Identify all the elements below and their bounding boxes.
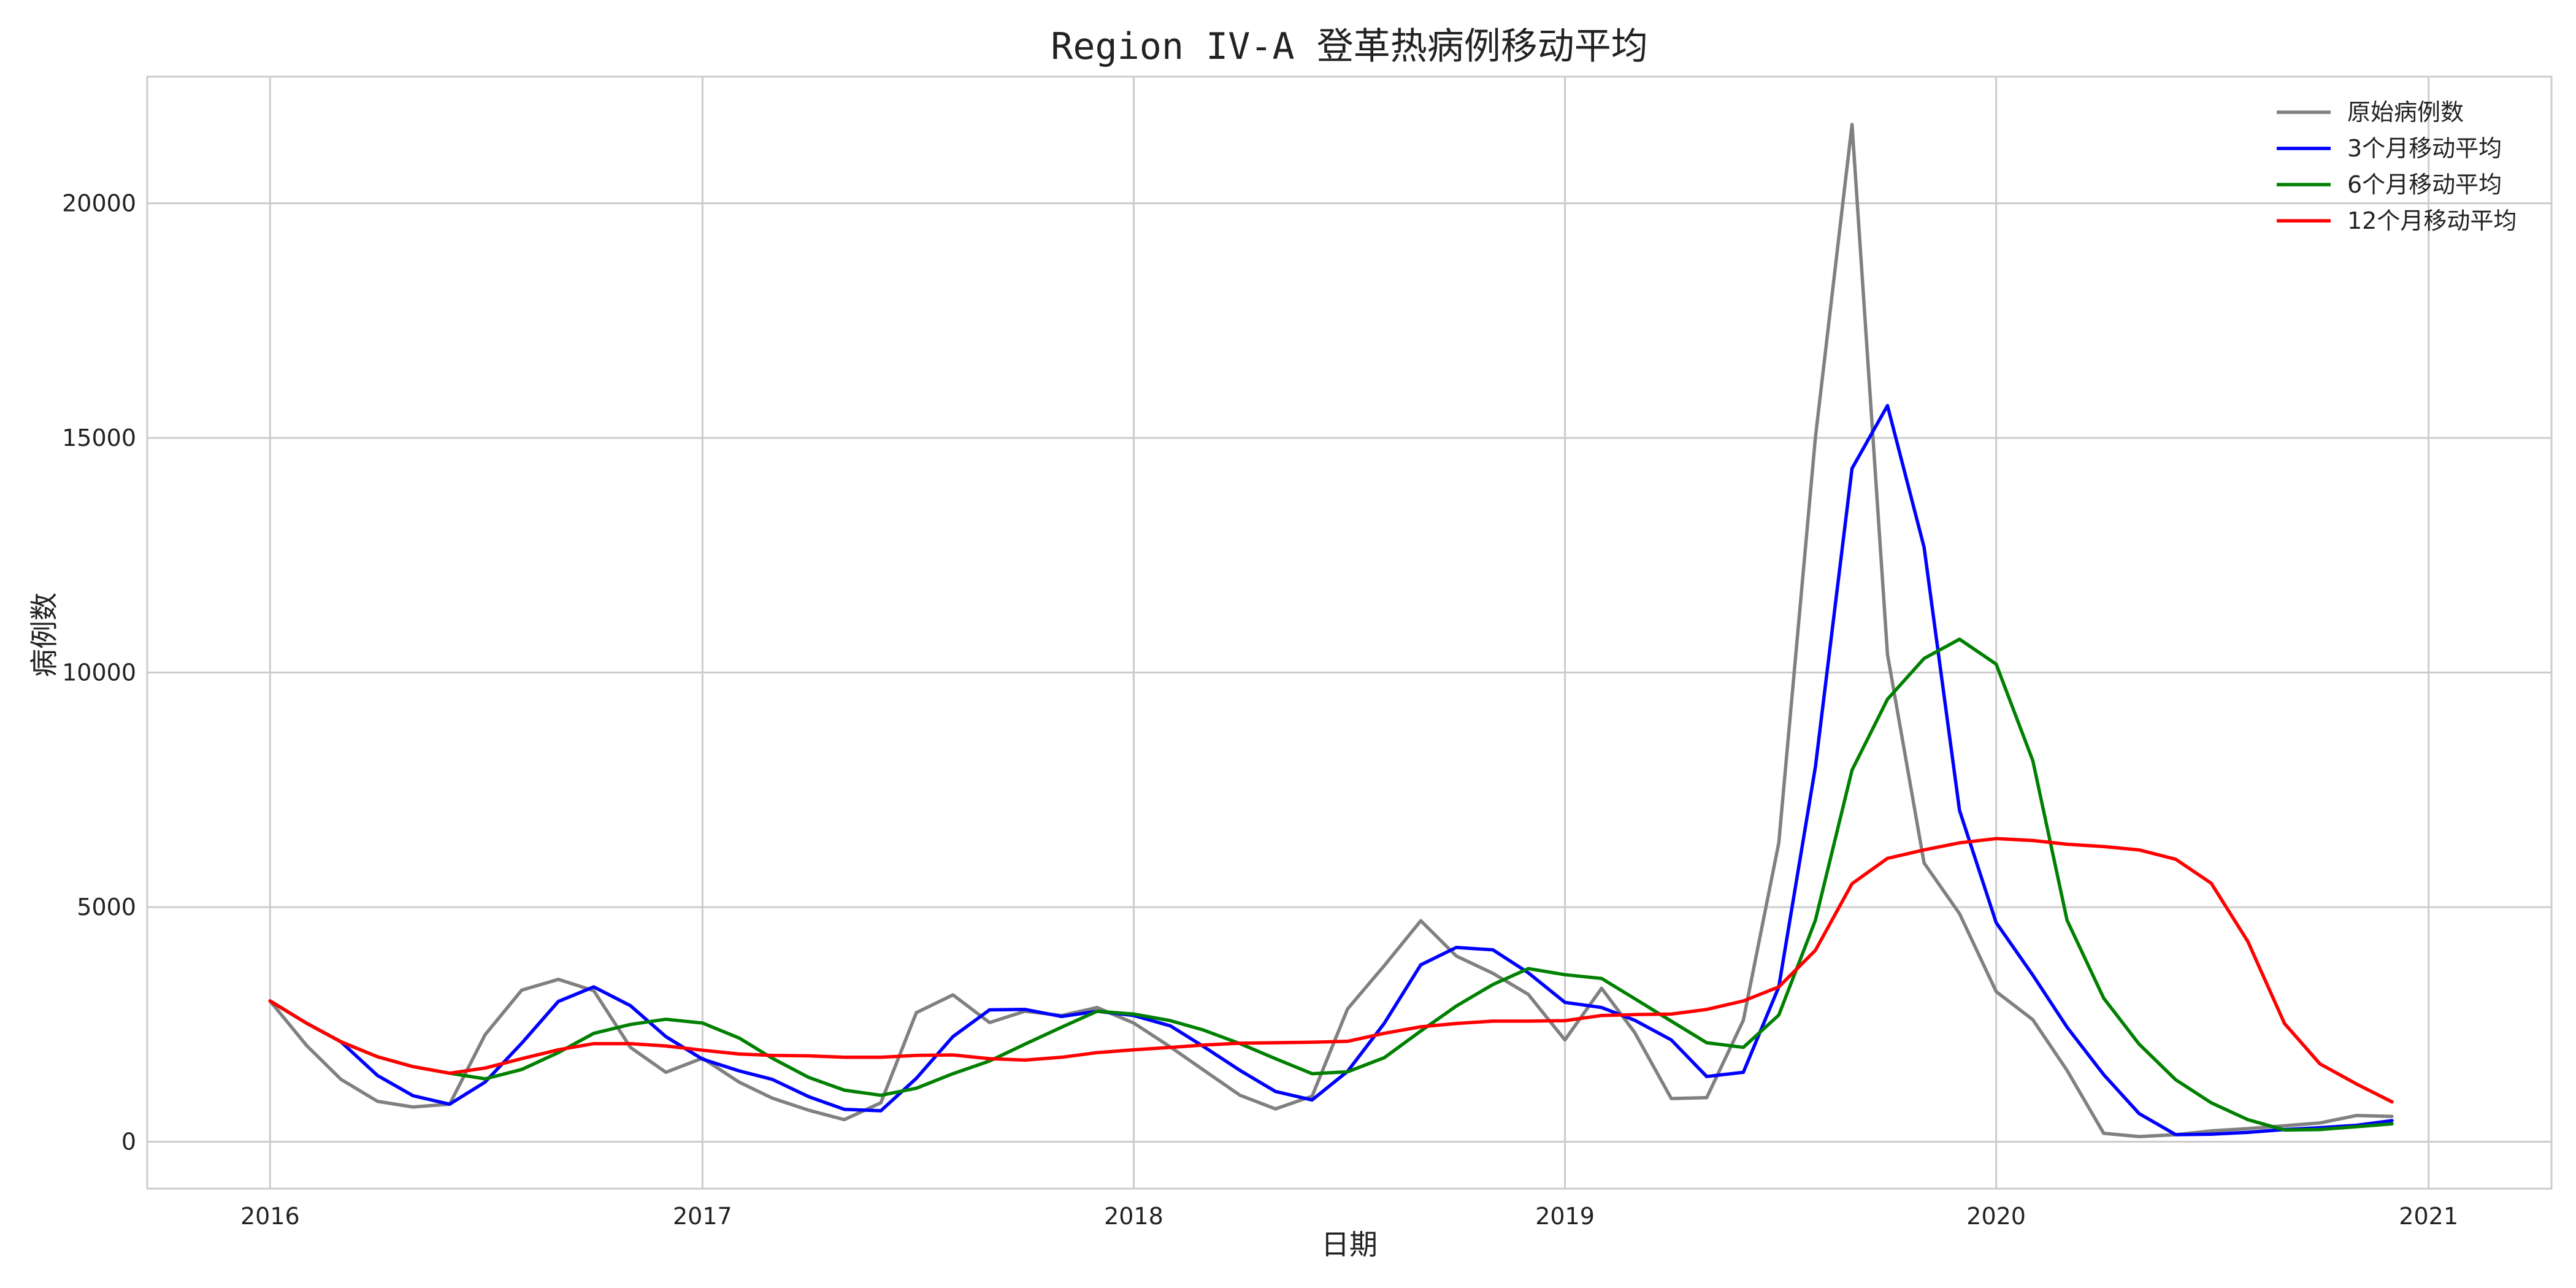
y-axis-ticks: 0 5000 10000 15000 20000 (62, 190, 136, 1156)
series-line-4 (268, 837, 2394, 1104)
x-tick-label: 2020 (1966, 1203, 2026, 1230)
y-tick-label: 0 (121, 1129, 136, 1156)
legend-label-3: 6个月移动平均 (2347, 171, 2502, 198)
series-line-3 (268, 637, 2394, 1132)
grid (147, 77, 2551, 1189)
x-tick-label: 2021 (2399, 1203, 2458, 1230)
y-tick-label: 20000 (62, 190, 136, 217)
series-lines (268, 123, 2394, 1138)
x-axis-title: 日期 (1321, 1228, 1378, 1261)
legend: 原始病例数 3个月移动平均 6个月移动平均 12个月移动平均 (2277, 99, 2517, 234)
y-tick-label: 15000 (62, 424, 136, 451)
y-axis-title: 病例数 (28, 592, 61, 677)
legend-label-1: 原始病例数 (2347, 99, 2464, 126)
legend-label-2: 3个月移动平均 (2347, 135, 2502, 162)
plot-frame (146, 75, 2553, 1190)
series-line-1 (268, 123, 2394, 1138)
legend-label-4: 12个月移动平均 (2347, 207, 2517, 234)
x-tick-label: 2017 (673, 1203, 732, 1230)
chart-title: Region IV-A 登革热病例移动平均 (1051, 25, 1647, 68)
y-tick-label: 10000 (62, 659, 136, 686)
x-tick-label: 2016 (240, 1203, 300, 1230)
x-tick-label: 2018 (1104, 1203, 1163, 1230)
y-tick-label: 5000 (77, 894, 136, 921)
x-tick-label: 2019 (1535, 1203, 1595, 1230)
x-axis-ticks: 2016 2017 2018 2019 2020 2021 (240, 1203, 2458, 1230)
series-line-2 (268, 404, 2394, 1137)
